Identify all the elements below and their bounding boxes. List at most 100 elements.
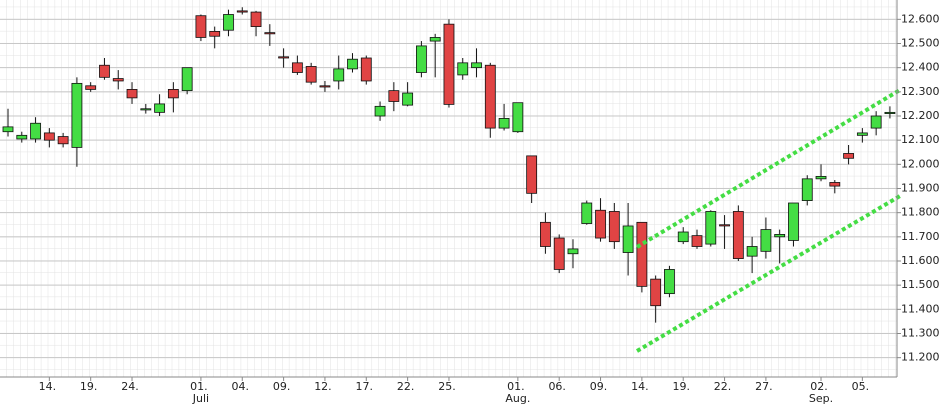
x-tick-label: 09. bbox=[273, 380, 291, 393]
x-tick-label: 01. bbox=[190, 380, 208, 393]
candle-body bbox=[870, 115, 882, 129]
candle-body bbox=[181, 67, 193, 92]
candle-body bbox=[512, 102, 524, 133]
candle-body bbox=[774, 234, 786, 238]
candle-body bbox=[540, 221, 551, 247]
x-tick-label: 22. bbox=[714, 380, 732, 393]
candle-body bbox=[347, 58, 358, 70]
candle-body bbox=[843, 153, 854, 159]
candle-body bbox=[209, 31, 221, 37]
candle-body bbox=[746, 246, 758, 257]
candle-body bbox=[429, 37, 441, 42]
x-tick-label: 22. bbox=[397, 380, 415, 393]
candle-body bbox=[43, 132, 55, 141]
candle-body bbox=[305, 66, 317, 83]
candle-body bbox=[595, 209, 606, 239]
x-tick-label: 12. bbox=[314, 380, 332, 393]
candle-body bbox=[498, 118, 510, 129]
x-tick-label: 19. bbox=[80, 380, 98, 393]
x-month-label: Aug. bbox=[505, 392, 530, 405]
candle-body bbox=[856, 132, 868, 136]
x-tick-label: 09. bbox=[590, 380, 608, 393]
candle-body bbox=[278, 56, 290, 59]
candle-body bbox=[815, 176, 827, 180]
x-tick-label: 27. bbox=[755, 380, 773, 393]
candle-body bbox=[415, 45, 427, 73]
candle-body bbox=[167, 89, 179, 99]
candle-body bbox=[16, 134, 28, 140]
candle-body bbox=[705, 211, 717, 245]
candle-body bbox=[250, 11, 262, 27]
x-tick-label: 01. bbox=[507, 380, 525, 393]
candles bbox=[2, 7, 896, 323]
y-tick-label: 11.600 bbox=[901, 254, 940, 267]
y-tick-label: 12.200 bbox=[901, 109, 940, 122]
candle-body bbox=[829, 182, 841, 187]
candle-body bbox=[526, 155, 538, 194]
candle-body bbox=[484, 64, 496, 129]
y-tick-label: 11.300 bbox=[901, 327, 940, 340]
candle-body bbox=[664, 269, 675, 295]
x-month-label: Juli bbox=[192, 392, 209, 405]
candle-body bbox=[112, 78, 124, 82]
candle-body bbox=[360, 57, 372, 82]
candle-body bbox=[2, 126, 14, 133]
y-tick-label: 12.300 bbox=[901, 85, 940, 98]
candle-body bbox=[223, 14, 234, 31]
x-tick-label: 25. bbox=[438, 380, 456, 393]
y-tick-label: 11.800 bbox=[901, 206, 940, 219]
x-tick-label: 04. bbox=[232, 380, 250, 393]
x-tick-label: 19. bbox=[672, 380, 690, 393]
candle-body bbox=[402, 92, 414, 106]
candle-body bbox=[719, 224, 730, 227]
candle-body bbox=[608, 211, 620, 243]
candle-body bbox=[801, 178, 813, 201]
x-tick-label: 14. bbox=[39, 380, 57, 393]
y-tick-label: 12.000 bbox=[901, 157, 940, 170]
candle-body bbox=[71, 82, 83, 148]
candle-body bbox=[30, 122, 41, 140]
x-month-label: Sep. bbox=[809, 392, 833, 405]
candle-body bbox=[126, 89, 138, 99]
x-tick-label: 02. bbox=[810, 380, 828, 393]
candle-body bbox=[264, 32, 276, 35]
candle-body bbox=[636, 221, 648, 287]
candle-body bbox=[691, 235, 703, 247]
candle-body bbox=[471, 62, 482, 69]
candle-body bbox=[333, 68, 345, 82]
candle-body bbox=[85, 85, 97, 90]
candle-body bbox=[291, 62, 303, 73]
candle-body bbox=[57, 136, 69, 145]
y-tick-label: 12.400 bbox=[901, 61, 940, 74]
x-tick-label: 17. bbox=[356, 380, 374, 393]
candle-body bbox=[374, 105, 386, 117]
y-tick-label: 11.200 bbox=[901, 351, 940, 364]
x-tick-label: 06. bbox=[548, 380, 566, 393]
y-tick-label: 12.600 bbox=[901, 12, 940, 25]
y-tick-label: 11.500 bbox=[901, 278, 940, 291]
candle-body bbox=[677, 231, 689, 243]
candle-body bbox=[154, 103, 165, 113]
y-tick-label: 11.400 bbox=[901, 302, 940, 315]
candle-body bbox=[622, 225, 634, 253]
candle-body bbox=[319, 85, 331, 88]
x-tick-label: 05. bbox=[852, 380, 870, 393]
candle-body bbox=[760, 229, 772, 252]
candle-body bbox=[581, 202, 593, 224]
y-tick-label: 11.700 bbox=[901, 230, 940, 243]
candle-body bbox=[388, 90, 400, 102]
candle-body bbox=[195, 15, 207, 38]
trend-channel-lower bbox=[635, 194, 902, 353]
candle-body bbox=[553, 237, 565, 270]
candle-body bbox=[443, 23, 455, 105]
candle-body bbox=[457, 62, 469, 76]
x-tick-label: 14. bbox=[631, 380, 649, 393]
candle-body bbox=[236, 10, 248, 13]
candle-body bbox=[567, 248, 579, 255]
y-tick-label: 12.500 bbox=[901, 37, 940, 50]
x-tick-label: 24. bbox=[121, 380, 139, 393]
candle-body bbox=[884, 111, 896, 114]
candle-body bbox=[99, 64, 110, 78]
candle-body bbox=[140, 108, 152, 111]
